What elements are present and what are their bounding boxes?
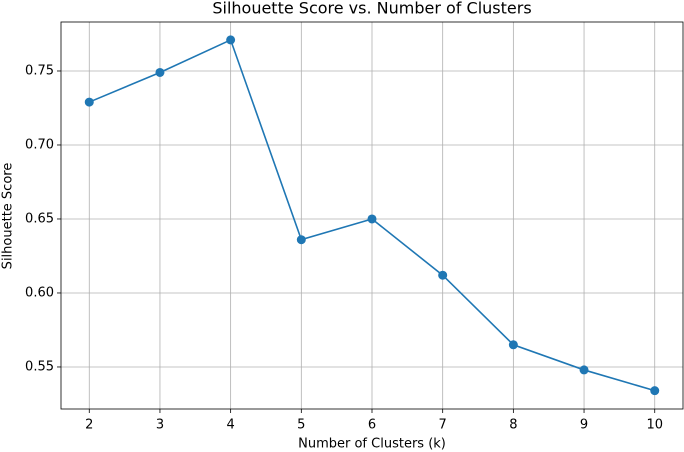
x-axis-label: Number of Clusters (k) xyxy=(298,437,446,452)
data-point xyxy=(155,67,165,77)
x-tick-label: 9 xyxy=(580,418,588,433)
x-tick-label: 8 xyxy=(509,418,517,433)
x-tick-label: 3 xyxy=(156,418,164,433)
data-point xyxy=(508,340,518,350)
data-point xyxy=(84,97,94,107)
y-axis-label: Silhouette Score xyxy=(1,163,16,270)
x-tick-label: 10 xyxy=(646,418,663,433)
x-tick-label: 4 xyxy=(226,418,234,433)
data-point xyxy=(226,35,236,45)
y-tick-label: 0.70 xyxy=(25,137,54,152)
plot-frame xyxy=(60,21,684,410)
x-tick-label: 7 xyxy=(439,418,447,433)
x-tick-label: 6 xyxy=(368,418,376,433)
y-tick-label: 0.60 xyxy=(25,285,54,300)
x-tick-label: 5 xyxy=(297,418,305,433)
y-tick-label: 0.55 xyxy=(25,359,54,374)
y-tick-label: 0.65 xyxy=(25,211,54,226)
data-point xyxy=(367,214,377,224)
data-point xyxy=(438,270,448,280)
x-tick-label: 2 xyxy=(85,418,93,433)
chart-title: Silhouette Score vs. Number of Clusters xyxy=(212,0,531,18)
y-tick-label: 0.75 xyxy=(25,63,54,78)
data-point xyxy=(650,386,660,396)
data-point xyxy=(296,235,306,245)
data-point xyxy=(579,365,589,375)
